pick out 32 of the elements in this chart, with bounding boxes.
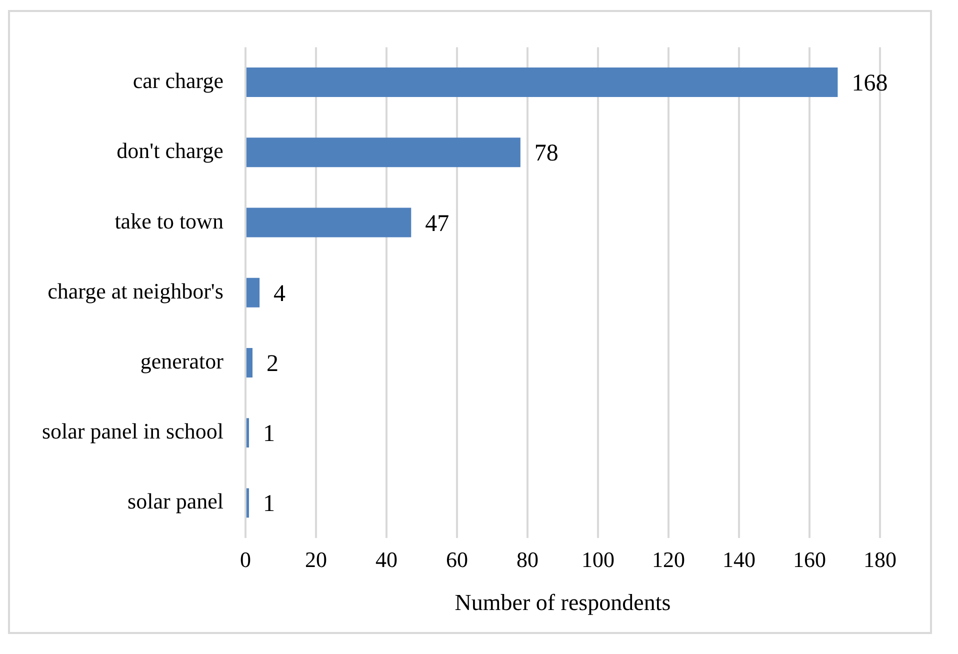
y-tick-label: solar panel in school	[42, 418, 224, 444]
x-tick-label: 60	[446, 546, 468, 572]
x-axis-title: Number of respondents	[454, 590, 671, 616]
y-tick-label: take to town	[114, 208, 224, 234]
bar	[246, 418, 249, 448]
x-tick-label: 20	[304, 546, 327, 572]
bar	[246, 488, 249, 518]
bar	[246, 68, 838, 97]
x-tick-label: 160	[792, 546, 826, 572]
x-tick-label: 120	[652, 546, 685, 572]
x-tick-label: 140	[722, 546, 756, 572]
data-label: 168	[852, 70, 888, 97]
y-tick-label: generator	[140, 348, 224, 374]
x-tick-label: 180	[864, 546, 896, 572]
x-tick-label: 0	[240, 546, 251, 572]
data-label: 47	[425, 210, 450, 237]
y-tick-label: car charge	[132, 68, 224, 94]
data-label: 1	[262, 421, 275, 448]
x-tick-label: 100	[581, 546, 614, 572]
y-tick-label: solar panel	[128, 488, 224, 514]
data-label: 2	[266, 351, 279, 378]
y-tick-label: don't charge	[116, 138, 224, 164]
bar	[246, 138, 520, 168]
data-label: 1	[262, 491, 275, 518]
bar	[246, 208, 412, 238]
y-tick-label: charge at neighbor's	[48, 278, 224, 304]
data-label: 4	[274, 280, 286, 307]
bar	[246, 278, 260, 308]
x-tick-label: 40	[375, 546, 398, 572]
x-tick-label: 80	[516, 546, 538, 572]
bar	[246, 348, 253, 378]
data-label: 78	[534, 140, 558, 167]
